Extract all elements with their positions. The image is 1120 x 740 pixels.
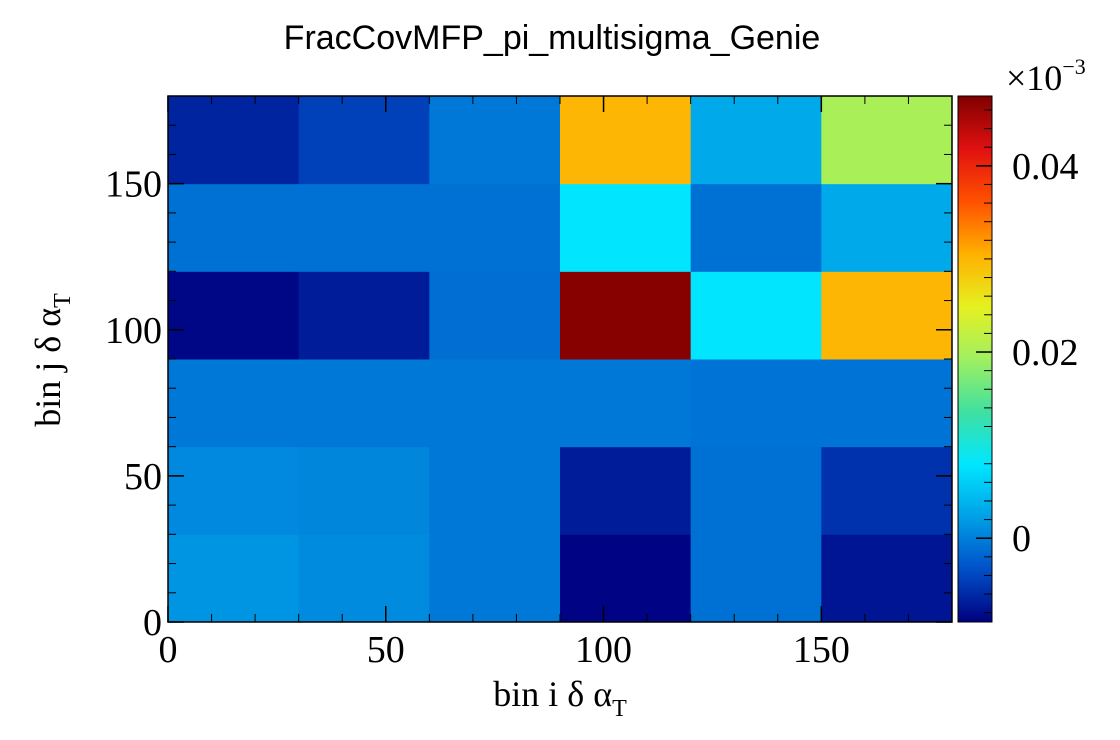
heatmap-cells xyxy=(168,96,953,623)
heatmap-cell xyxy=(298,446,430,535)
heatmap-cell xyxy=(168,534,300,623)
heatmap-cell xyxy=(690,534,822,623)
heatmap-cell xyxy=(821,534,953,623)
heatmap-cell xyxy=(298,183,430,272)
x-tick-label: 150 xyxy=(793,629,850,671)
x-axis: 0 50 100 150 xyxy=(159,96,909,671)
heatmap-cell xyxy=(298,96,430,185)
y-axis: 0 50 100 150 xyxy=(105,124,952,644)
heatmap-cell xyxy=(429,359,561,448)
heatmap-cell xyxy=(690,96,822,185)
heatmap-cell xyxy=(560,534,692,623)
colorbar-scale-exponent: −3 xyxy=(1062,54,1085,79)
heatmap-cell xyxy=(690,359,822,448)
heatmap-cell xyxy=(821,96,953,185)
heatmap-cell xyxy=(168,359,300,448)
heatmap-cell xyxy=(560,359,692,448)
heatmap-cell xyxy=(429,271,561,360)
heatmap-cell xyxy=(429,534,561,623)
x-axis-label-main: bin i δ α xyxy=(493,674,612,714)
x-tick-label: 50 xyxy=(367,629,405,671)
heatmap-cell xyxy=(298,271,430,360)
heatmap-cell xyxy=(168,96,300,185)
heatmap-cell xyxy=(690,271,822,360)
heatmap-cell xyxy=(821,359,953,448)
y-axis-label: bin j δ αT xyxy=(28,293,76,427)
chart-title: FracCovMFP_pi_multisigma_Genie xyxy=(284,19,821,57)
y-tick-label: 0 xyxy=(143,602,162,644)
colorbar-tick-label: 0 xyxy=(1012,518,1031,560)
heatmap-cell xyxy=(560,183,692,272)
heatmap-cell xyxy=(298,359,430,448)
heatmap-cell xyxy=(690,183,822,272)
colorbar xyxy=(957,95,993,623)
heatmap-cell xyxy=(821,271,953,360)
colorbar-tick-label: 0.02 xyxy=(1012,332,1079,374)
colorbar-scale-label: ×10−3 xyxy=(1006,54,1086,98)
heatmap-cell xyxy=(429,96,561,185)
x-tick-label: 100 xyxy=(575,629,632,671)
heatmap-cell xyxy=(429,446,561,535)
heatmap-cell xyxy=(690,446,822,535)
heatmap-cell xyxy=(429,183,561,272)
y-tick-label: 150 xyxy=(105,164,162,206)
title-box xyxy=(222,12,902,68)
heatmap-cell xyxy=(168,446,300,535)
heatmap-cell xyxy=(560,446,692,535)
heatmap-cell xyxy=(168,271,300,360)
heatmap-cell xyxy=(168,183,300,272)
heatmap-cell xyxy=(821,446,953,535)
x-axis-label: bin i δ αT xyxy=(493,674,627,722)
heatmap-cell xyxy=(560,271,692,360)
y-tick-label: 100 xyxy=(105,310,162,352)
x-axis-label-subscript: T xyxy=(612,696,627,722)
y-tick-label: 50 xyxy=(124,456,162,498)
heatmap-cell xyxy=(821,183,953,272)
y-axis-label-subscript: T xyxy=(50,293,76,308)
y-axis-label-main: bin j δ α xyxy=(28,308,68,427)
colorbar-scale-base: ×10 xyxy=(1006,58,1062,98)
heatmap-cell xyxy=(560,96,692,185)
colorbar-axis: 0 0.02 0.04 xyxy=(976,109,1079,614)
heatmap-cell xyxy=(298,534,430,623)
x-tick-label: 0 xyxy=(159,629,178,671)
colorbar-tick-label: 0.04 xyxy=(1012,146,1079,188)
